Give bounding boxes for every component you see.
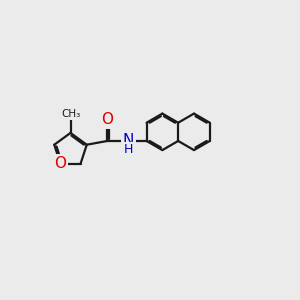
Text: H: H (124, 143, 133, 156)
Text: O: O (55, 156, 67, 171)
Text: O: O (101, 112, 113, 127)
Text: N: N (123, 134, 134, 148)
Text: CH₃: CH₃ (61, 109, 80, 119)
